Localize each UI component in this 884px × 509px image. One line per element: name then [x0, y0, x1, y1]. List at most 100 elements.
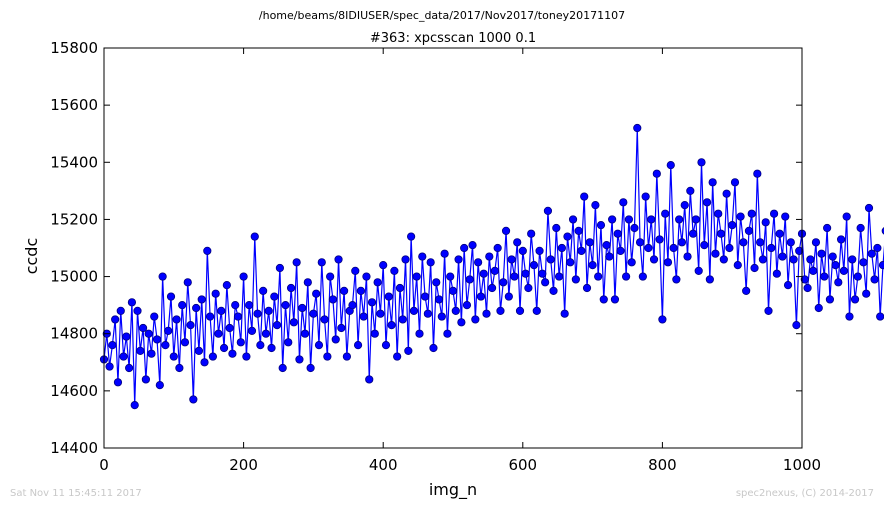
data-point [111, 315, 120, 324]
data-point [677, 238, 687, 247]
data-point [192, 303, 201, 313]
data-point [501, 226, 511, 235]
data-point [820, 272, 829, 281]
data-point [739, 238, 748, 247]
data-point [239, 272, 248, 281]
data-point [633, 123, 642, 133]
data-point [686, 186, 695, 195]
data-point [353, 341, 363, 350]
data-point [264, 306, 273, 315]
data-point [214, 329, 223, 338]
data-point [178, 301, 187, 310]
data-point [275, 263, 284, 273]
data-point [781, 212, 790, 221]
data-point [351, 266, 360, 275]
axes-frame [103, 47, 803, 449]
data-point [513, 238, 522, 247]
data-point [702, 198, 712, 207]
data-point [261, 329, 271, 338]
data-point [457, 318, 466, 327]
data-point [635, 238, 645, 247]
data-point [323, 352, 332, 361]
data-point [130, 401, 139, 410]
data-point [362, 272, 371, 281]
data-point [862, 289, 871, 298]
footer-timestamp: Sat Nov 11 15:45:11 2017 [10, 488, 142, 499]
data-point [448, 286, 458, 295]
data-point [711, 249, 720, 258]
data-point [180, 338, 190, 347]
data-point [426, 258, 435, 267]
data-point [823, 223, 832, 233]
data-point [365, 375, 374, 384]
data-point [753, 169, 762, 178]
data-point [164, 326, 173, 335]
data-point [370, 329, 379, 338]
data-point [253, 309, 262, 318]
data-point [730, 178, 740, 187]
data-point [443, 329, 452, 338]
data-point [150, 312, 159, 321]
data-point [217, 306, 226, 315]
data-point [314, 341, 324, 350]
footer-credit: spec2nexus, (C) 2014-2017 [735, 488, 874, 499]
data-point [574, 226, 583, 235]
data-point [231, 301, 240, 310]
data-point [831, 261, 840, 270]
x-tick-label: 800 [648, 456, 677, 474]
data-point [144, 329, 153, 338]
data-point [582, 283, 592, 293]
data-point [867, 249, 876, 258]
data-point [750, 263, 759, 273]
data-point [420, 292, 430, 301]
data-point [127, 298, 137, 307]
data-point [641, 192, 650, 201]
data-point [504, 292, 513, 301]
data-point [602, 241, 611, 250]
data-point [591, 201, 600, 210]
data-point [451, 306, 460, 315]
data-point [853, 272, 862, 281]
data-point [499, 278, 508, 287]
data-point [722, 189, 731, 198]
data-point [125, 363, 134, 373]
data-point [800, 275, 809, 284]
data-point [873, 243, 882, 253]
data-point [652, 169, 661, 178]
data-point [379, 261, 388, 270]
data-point [482, 309, 491, 318]
data-point [689, 229, 698, 238]
data-point [186, 321, 195, 330]
data-point [206, 312, 215, 321]
data-point [638, 272, 647, 281]
data-point [655, 235, 664, 244]
data-point [733, 261, 742, 270]
data-point [423, 309, 432, 318]
data-point [219, 343, 229, 353]
data-point [541, 278, 550, 287]
data-point [543, 206, 553, 215]
data-point [571, 275, 580, 284]
data-point [138, 323, 148, 333]
data-point [418, 252, 427, 261]
data-point [769, 209, 779, 218]
data-point [552, 223, 561, 233]
data-point [340, 286, 349, 295]
data-point [460, 243, 469, 253]
data-point [312, 289, 321, 298]
x-tick-label: 600 [508, 456, 537, 474]
data-point [272, 321, 282, 330]
data-point [373, 278, 382, 287]
y-axis-label: ccdc [22, 238, 41, 275]
data-point [446, 272, 455, 281]
data-point [529, 261, 539, 270]
data-point [200, 358, 209, 367]
data-point [588, 261, 597, 270]
data-point [834, 278, 843, 287]
data-point [627, 258, 636, 267]
data-point [599, 295, 608, 304]
data-point [742, 286, 751, 295]
data-point [398, 315, 407, 324]
x-tick-label: 0 [99, 456, 109, 474]
data-point [476, 292, 486, 301]
